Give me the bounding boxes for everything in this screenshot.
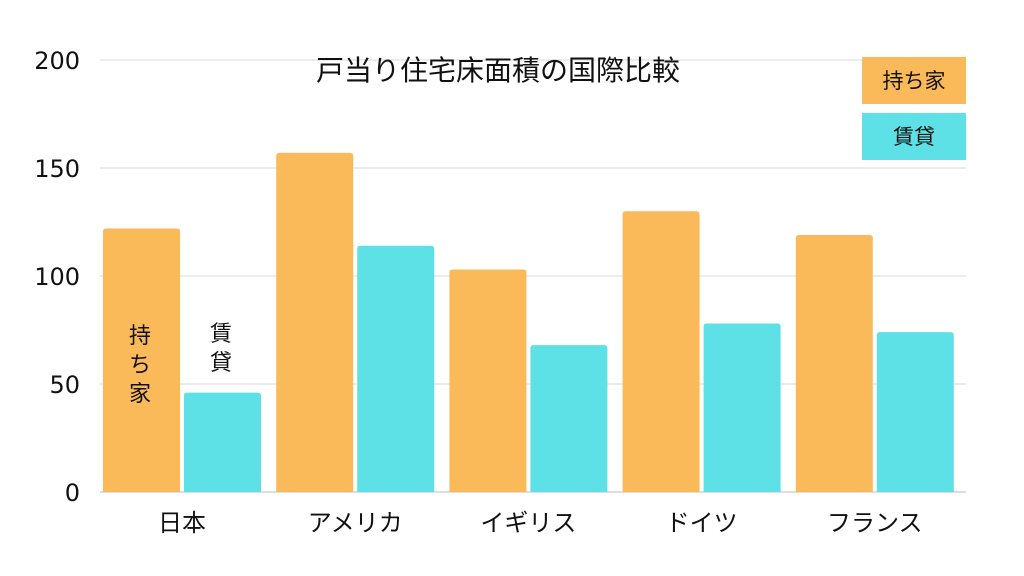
legend: 持ち家 賃貸 [862,57,966,160]
inbar-owned-char-2: ち [129,353,151,378]
y-tick-label: 200 [34,47,80,75]
inbar-rental-char-2: 貸 [210,351,232,376]
bar-rental-2 [530,345,608,492]
bars [103,152,954,493]
in-bar-labels: 持 ち 家 賃 貸 [129,322,232,407]
x-tick-label: ドイツ [666,509,738,537]
legend-swatch-rental [862,113,966,160]
chart-title: 戸当り住宅床面積の国際比較 [316,54,680,87]
bar-rental-0 [184,392,261,492]
x-tick-label: 日本 [158,509,206,537]
bar-rental-4 [876,332,954,492]
bar-owned-3 [622,211,700,492]
legend-label-rental: 賃貸 [893,125,935,149]
inbar-owned-char-3: 家 [129,382,151,407]
x-tick-label: アメリカ [308,509,403,537]
x-tick-label: イギリス [480,509,576,537]
x-axis-ticks: 日本 アメリカ イギリス ドイツ フランス [158,509,923,537]
x-tick-label: フランス [827,509,923,537]
bar-owned-4 [795,234,873,492]
bar-owned-1 [276,152,354,492]
y-tick-label: 150 [34,155,80,183]
bar-owned-2 [449,269,527,492]
bar-rental-3 [703,323,781,492]
legend-label-owned: 持ち家 [883,69,946,93]
y-tick-label: 0 [65,479,80,507]
y-axis-ticks: 0 50 100 150 200 [34,47,80,507]
bar-owned-0 [103,228,180,493]
y-tick-label: 100 [34,263,80,291]
inbar-rental-char-1: 賃 [210,322,232,347]
y-tick-label: 50 [49,371,80,399]
inbar-owned-char-1: 持 [129,324,151,349]
bar-rental-1 [357,245,435,492]
legend-swatch-owned [862,57,966,104]
